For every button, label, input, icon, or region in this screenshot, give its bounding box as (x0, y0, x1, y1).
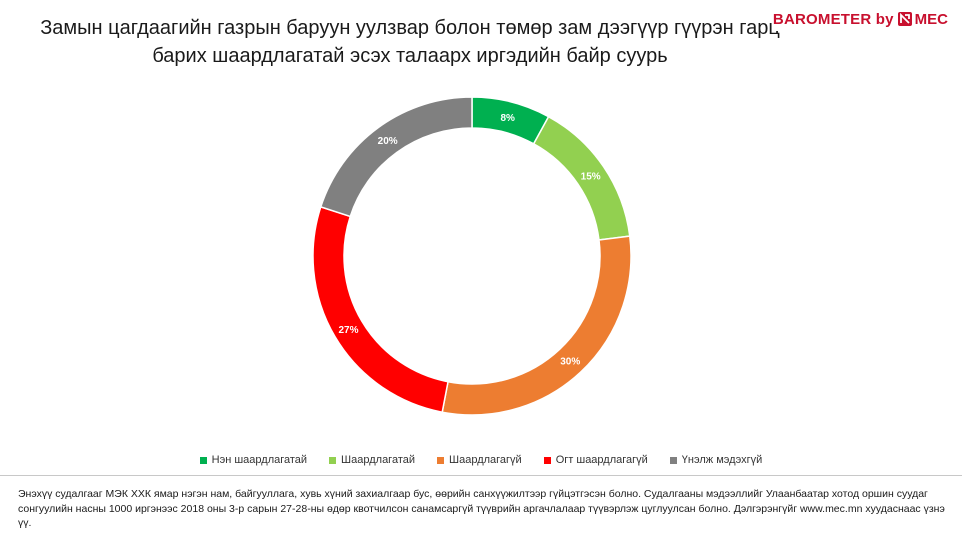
donut-slice-label-1: 8% (500, 113, 515, 124)
legend-label-4: Огт шаардлагагүй (555, 454, 648, 466)
donut-slice-4 (312, 205, 449, 414)
donut-slice-label-3: 30% (560, 357, 580, 368)
legend-label-3: Шаардлагагүй (449, 454, 522, 466)
brand-logo: BAROMETER by MEC (772, 7, 948, 31)
legend-swatch-1 (199, 456, 207, 464)
legend-item-3: Шаардлагагүй (437, 454, 522, 466)
legend-label-5: Үнэлж мэдэхгүй (681, 454, 763, 466)
footnote: Энэхүү судалгааг МЭК ХХК ямар нэгэн нам,… (18, 488, 945, 529)
footnote-divider (0, 475, 962, 476)
chart-title: Замын цагдаагийн газрын баруун уулзвар б… (30, 14, 790, 70)
legend-swatch-2 (329, 456, 337, 464)
donut-slice-5 (319, 96, 473, 218)
donut-slice-label-4: 27% (338, 325, 358, 336)
brand-name: MEC (914, 10, 948, 28)
legend-swatch-4 (543, 456, 551, 464)
donut-slice-label-5: 20% (378, 136, 398, 147)
brand-prefix: BAROMETER by (772, 10, 894, 28)
chart-title-line-2: барих шаардлагатай эсэх талаарх иргэдийн… (152, 45, 668, 67)
donut-chart: 8% 15% 30% 27% 20% (0, 70, 962, 470)
legend-swatch-5 (669, 456, 677, 464)
legend-label-1: Нэн шаардлагатай (211, 454, 308, 466)
legend-item-4: Огт шаардлагагүй (543, 454, 648, 466)
chart-legend: Нэн шаардлагатай Шаардлагатай Шаардлагагүй… (0, 452, 962, 468)
mec-logo-icon (897, 12, 912, 26)
legend-item-5: Үнэлж мэдэхгүй (669, 454, 763, 466)
legend-item-2: Шаардлагатай (329, 454, 415, 466)
legend-item-1: Нэн шаардлагатай (199, 454, 308, 466)
donut-slice-3 (441, 235, 632, 416)
chart-title-line-1: Замын цагдаагийн газрын баруун уулзвар б… (40, 17, 780, 39)
legend-label-2: Шаардлагатай (341, 454, 416, 466)
legend-swatch-3 (437, 456, 445, 464)
donut-slice-label-2: 15% (581, 171, 601, 182)
donut-chart-svg: 8% 15% 30% 27% 20% (312, 96, 632, 416)
